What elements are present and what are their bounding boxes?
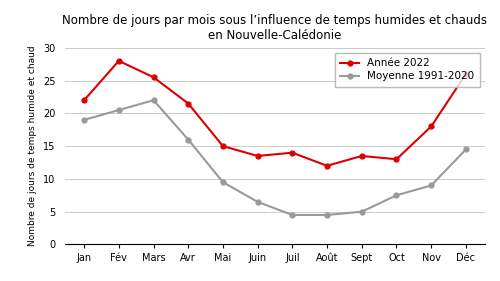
Line: Moyenne 1991-2020: Moyenne 1991-2020 [82, 98, 468, 217]
Moyenne 1991-2020 [81, 118, 87, 122]
Année 2022 [150, 76, 156, 79]
Legend: Année 2022, Moyenne 1991-2020: Année 2022, Moyenne 1991-2020 [335, 53, 480, 87]
Y-axis label: Nombre de jours de temps humide et chaud: Nombre de jours de temps humide et chaud [28, 46, 37, 246]
Moyenne 1991-2020 [150, 99, 156, 102]
Moyenne 1991-2020 [116, 108, 122, 112]
Année 2022 [290, 151, 296, 154]
Moyenne 1991-2020 [359, 210, 365, 213]
Année 2022 [220, 144, 226, 148]
Année 2022 [359, 154, 365, 158]
Moyenne 1991-2020 [290, 213, 296, 217]
Année 2022 [428, 125, 434, 128]
Moyenne 1991-2020 [463, 148, 469, 151]
Année 2022 [463, 72, 469, 76]
Moyenne 1991-2020 [324, 213, 330, 217]
Moyenne 1991-2020 [220, 180, 226, 184]
Année 2022 [81, 99, 87, 102]
Année 2022 [324, 164, 330, 167]
Line: Année 2022: Année 2022 [82, 58, 468, 168]
Moyenne 1991-2020 [185, 138, 191, 141]
Moyenne 1991-2020 [428, 184, 434, 187]
Année 2022 [254, 154, 260, 158]
Année 2022 [394, 158, 400, 161]
Année 2022 [185, 102, 191, 105]
Moyenne 1991-2020 [254, 200, 260, 203]
Année 2022 [116, 59, 122, 63]
Title: Nombre de jours par mois sous l’influence de temps humides et chauds
en Nouvelle: Nombre de jours par mois sous l’influenc… [62, 14, 488, 42]
Moyenne 1991-2020 [394, 194, 400, 197]
